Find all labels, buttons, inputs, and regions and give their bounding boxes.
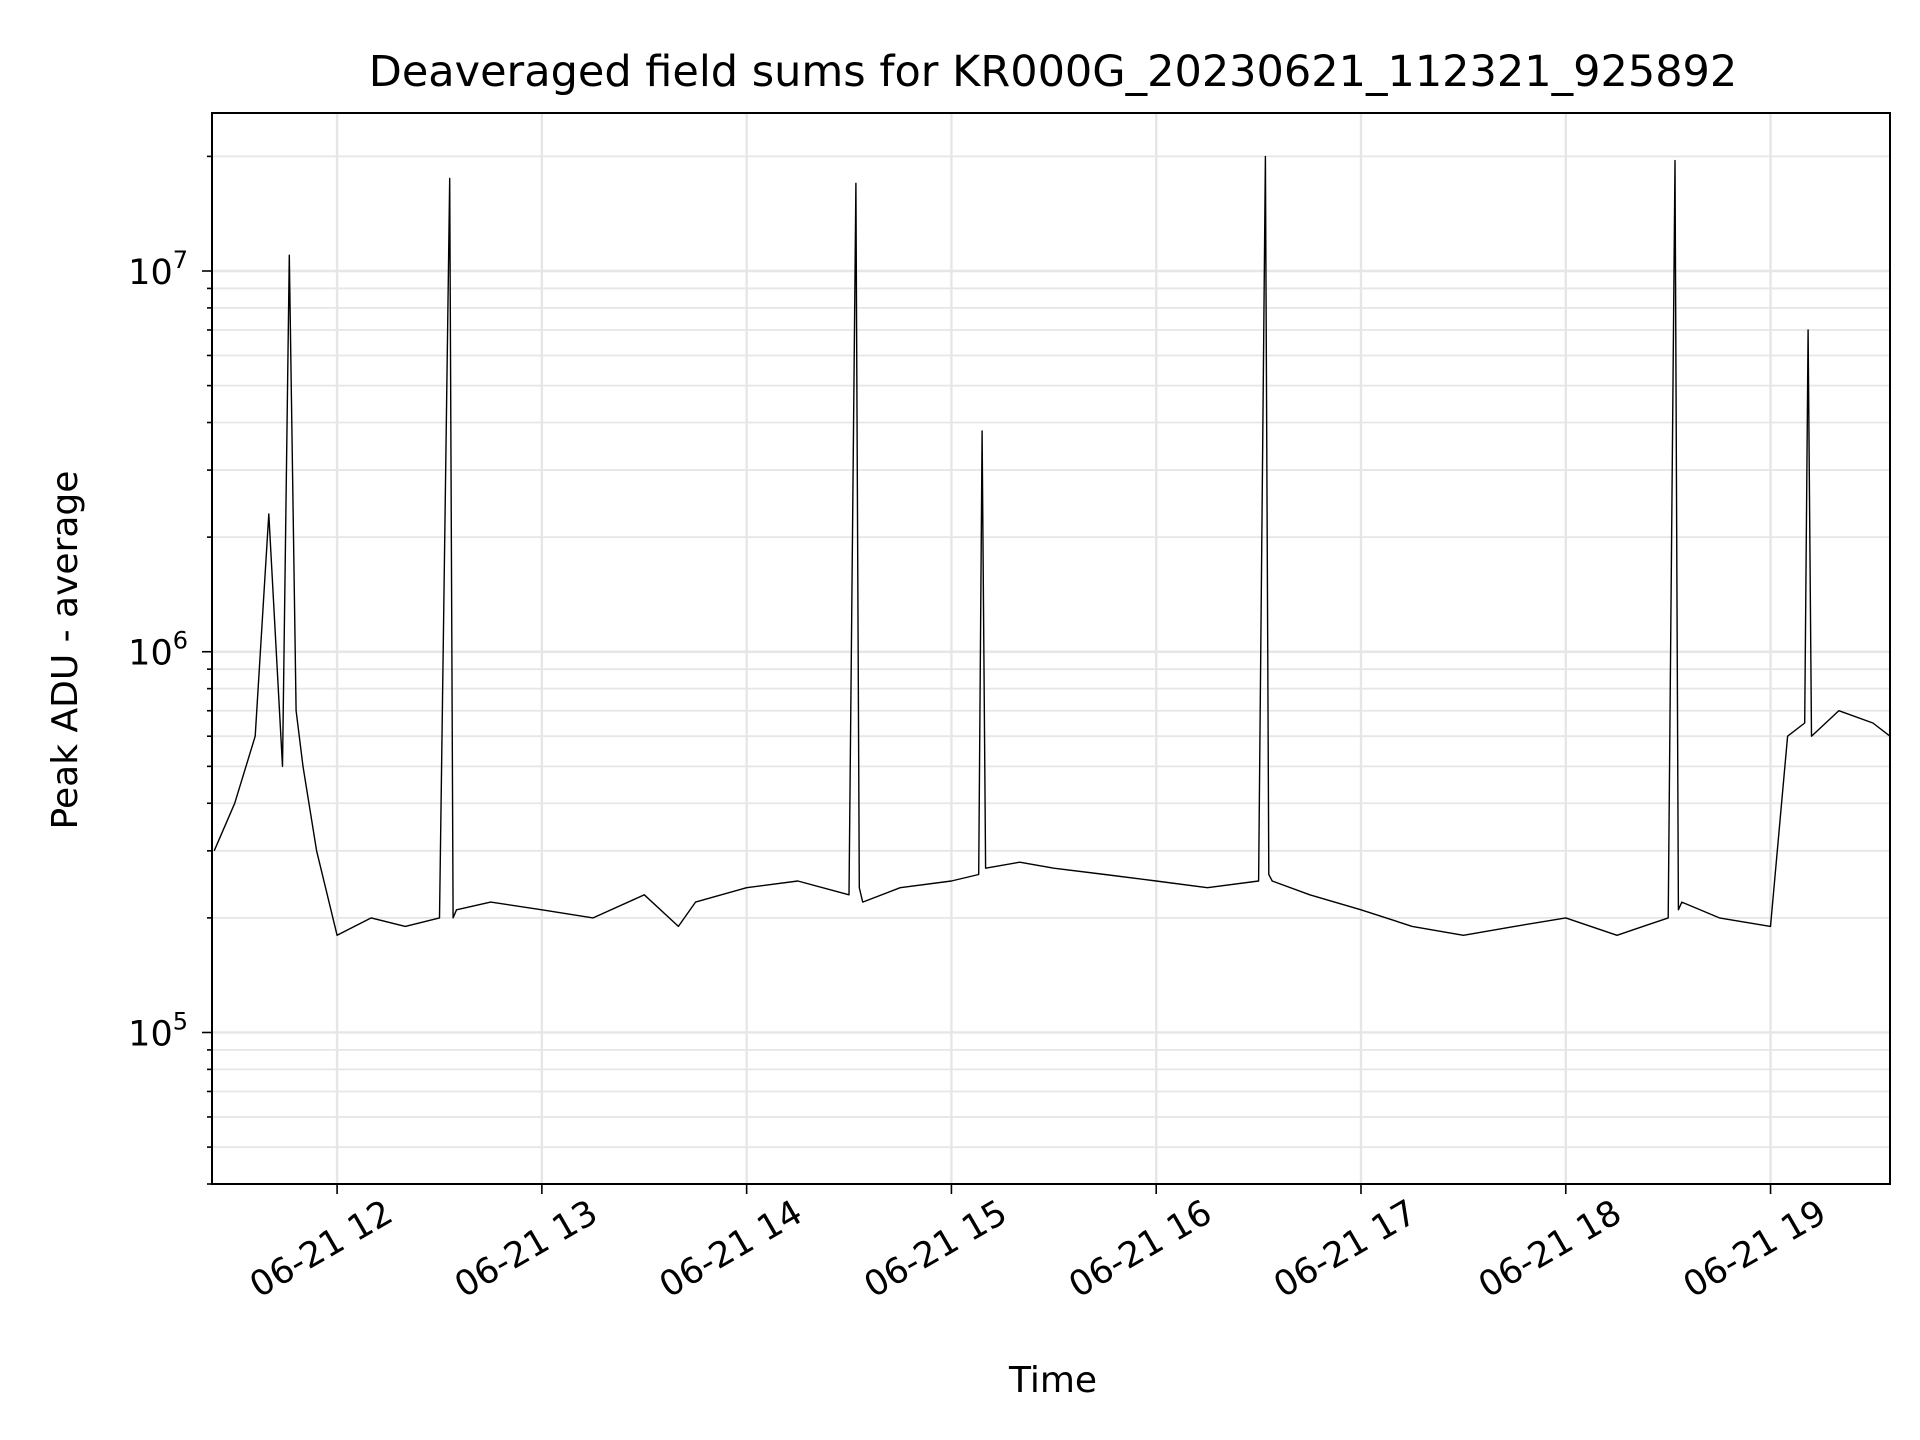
y-axis-label: Peak ADU - average <box>45 471 86 830</box>
series-layer <box>213 155 1891 936</box>
grid <box>212 113 1890 1185</box>
x-axis-label: Time <box>1008 1360 1097 1401</box>
plot-frame <box>211 112 1891 1185</box>
chart-title: Deaveraged field sums for KR000G_2023062… <box>369 47 1738 97</box>
y-tick-label: 106 <box>128 627 188 674</box>
y-tick-label: 105 <box>128 1007 188 1054</box>
y-tick-label: 107 <box>128 246 188 293</box>
series-line <box>213 155 1891 936</box>
